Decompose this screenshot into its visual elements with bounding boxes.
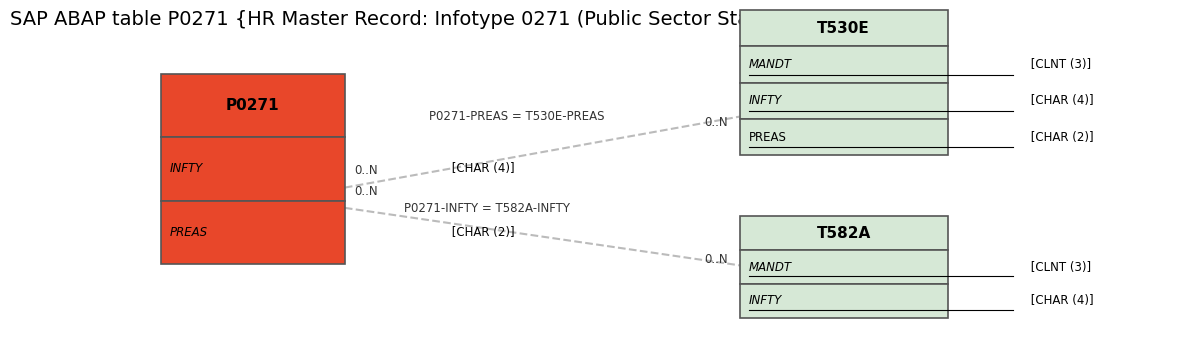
- Text: 0..N: 0..N: [704, 116, 728, 129]
- Bar: [740, 119, 948, 155]
- Text: INFTY: INFTY: [749, 95, 782, 107]
- Bar: [740, 47, 948, 83]
- Text: [CLNT (3)]: [CLNT (3)]: [1027, 261, 1092, 273]
- Text: [CHAR (4)]: [CHAR (4)]: [1027, 95, 1094, 107]
- Text: P0271-PREAS = T530E-PREAS: P0271-PREAS = T530E-PREAS: [429, 111, 605, 123]
- Bar: [161, 138, 345, 200]
- Bar: [740, 284, 948, 318]
- Text: T530E: T530E: [817, 21, 870, 36]
- Text: T582A: T582A: [817, 226, 870, 241]
- Text: [CHAR (2)]: [CHAR (2)]: [1027, 131, 1094, 144]
- Bar: [740, 10, 948, 47]
- Text: [CLNT (3)]: [CLNT (3)]: [1027, 58, 1092, 71]
- Text: 0..N: 0..N: [354, 164, 378, 177]
- Bar: [161, 74, 345, 138]
- Bar: [161, 200, 345, 264]
- Text: MANDT: MANDT: [749, 261, 792, 273]
- Bar: [740, 216, 948, 250]
- Text: P0271-INFTY = T582A-INFTY: P0271-INFTY = T582A-INFTY: [404, 202, 571, 215]
- Text: 0..N: 0..N: [704, 253, 728, 266]
- Text: PREAS: PREAS: [749, 131, 787, 144]
- Text: [CHAR (4)]: [CHAR (4)]: [448, 163, 515, 175]
- Text: P0271: P0271: [226, 98, 279, 114]
- Text: MANDT: MANDT: [749, 58, 792, 71]
- Bar: [740, 83, 948, 119]
- Text: PREAS: PREAS: [170, 225, 208, 239]
- Text: [CHAR (2)]: [CHAR (2)]: [448, 225, 515, 239]
- Text: SAP ABAP table P0271 {HR Master Record: Infotype 0271 (Public Sector Statistics): SAP ABAP table P0271 {HR Master Record: …: [10, 10, 826, 29]
- Text: INFTY: INFTY: [749, 294, 782, 307]
- Text: [CHAR (4)]: [CHAR (4)]: [1027, 294, 1094, 307]
- Bar: [740, 250, 948, 284]
- Text: 0..N: 0..N: [354, 186, 378, 198]
- Text: INFTY: INFTY: [170, 163, 203, 175]
